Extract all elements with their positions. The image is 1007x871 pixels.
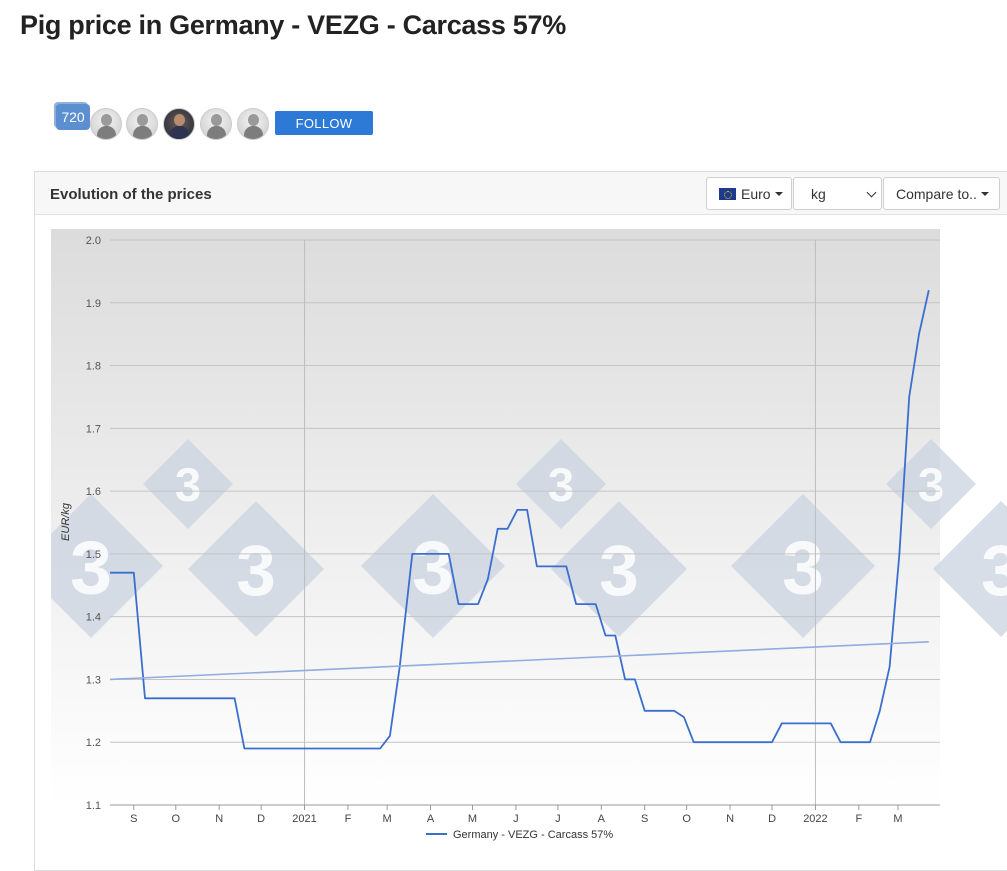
y-tick-label: 1.5 xyxy=(86,549,101,561)
x-tick-label: A xyxy=(598,813,606,825)
legend[interactable]: Germany - VEZG - Carcass 57% xyxy=(426,829,613,841)
svg-text:3: 3 xyxy=(175,459,201,512)
x-tick-label: J xyxy=(513,813,519,825)
watermark-mark: 3 xyxy=(361,494,505,638)
x-tick-label: O xyxy=(172,813,181,825)
follow-button[interactable]: FOLLOW xyxy=(275,111,373,135)
x-tick-label: S xyxy=(641,813,648,825)
x-tick-label: S xyxy=(130,813,137,825)
svg-text:3: 3 xyxy=(782,526,824,610)
watermark-mark: 3 xyxy=(886,439,976,529)
x-tick-label: F xyxy=(345,813,352,825)
y-tick-label: 1.2 xyxy=(86,737,101,749)
svg-text:3: 3 xyxy=(70,526,112,610)
x-tick-label: O xyxy=(682,813,691,825)
y-tick-label: 2.0 xyxy=(86,235,101,247)
y-axis: 1.1 1.2 1.3 1.4 1.5 1.6 1.7 1.8 1.9 2.0 xyxy=(86,235,101,812)
followers-bar: 720 FOLLOW xyxy=(52,100,382,140)
followers-count-badge[interactable]: 720 xyxy=(56,104,90,130)
svg-text:3: 3 xyxy=(918,459,944,512)
watermark-mark: 3 xyxy=(516,439,606,529)
watermark-mark: 3 xyxy=(731,494,875,638)
y-tick-label: 1.8 xyxy=(86,361,101,373)
x-tick-label: 2021 xyxy=(292,813,316,825)
caret-down-icon xyxy=(980,191,989,196)
caret-down-icon xyxy=(774,191,783,196)
y-tick-label: 1.6 xyxy=(86,486,101,498)
avatar[interactable] xyxy=(126,108,158,140)
x-tick-label: M xyxy=(893,813,902,825)
unit-label: kg xyxy=(811,185,826,202)
avatar[interactable] xyxy=(200,108,232,140)
panel-title: Evolution of the prices xyxy=(50,186,212,203)
x-tick-label: A xyxy=(427,813,435,825)
x-tick-label: J xyxy=(555,813,561,825)
svg-text:3: 3 xyxy=(599,531,639,611)
avatar[interactable] xyxy=(163,108,195,140)
y-tick-label: 1.3 xyxy=(86,674,101,686)
avatar[interactable] xyxy=(237,108,269,140)
y-tick-label: 1.1 xyxy=(86,800,101,812)
eu-flag-icon xyxy=(719,187,736,200)
chevron-down-icon xyxy=(866,187,877,198)
x-axis: S O N D 2021 F M A M J J A S O N D 2022 F M xyxy=(110,804,940,825)
svg-text:3: 3 xyxy=(236,531,276,611)
y-tick-label: 1.4 xyxy=(86,612,101,624)
watermark-mark: 3 xyxy=(143,439,233,529)
price-chart-svg: 333 333 333 1.11.21.31.41.51.61.71.81.92.0… xyxy=(51,229,1007,841)
x-tick-label: N xyxy=(726,813,734,825)
x-tick-label: N xyxy=(215,813,223,825)
x-tick-label: 2022 xyxy=(803,813,827,825)
avatar[interactable] xyxy=(90,108,122,140)
y-tick-label: 1.7 xyxy=(86,423,101,435)
legend-label: Germany - VEZG - Carcass 57% xyxy=(453,829,613,841)
watermark-mark: 3 xyxy=(188,501,324,637)
x-tick-label: M xyxy=(383,813,392,825)
y-tick-label: 1.9 xyxy=(86,298,101,310)
unit-select[interactable]: kg xyxy=(793,177,882,210)
trend-line[interactable] xyxy=(109,641,929,681)
x-tick-label: D xyxy=(768,813,776,825)
panel-header: Evolution of the prices Euro kg Compare … xyxy=(35,172,1007,215)
series-line[interactable] xyxy=(110,290,930,750)
y-axis-label: EUR/kg xyxy=(60,502,72,541)
x-tick-label: M xyxy=(468,813,477,825)
svg-text:3: 3 xyxy=(412,526,454,610)
compare-dropdown[interactable]: Compare to.. xyxy=(883,177,1000,210)
currency-label: Euro xyxy=(741,185,771,202)
svg-text:3: 3 xyxy=(981,531,1007,611)
watermark-mark: 3 xyxy=(933,501,1007,637)
series-group xyxy=(109,290,930,750)
watermark-mark: 3 xyxy=(51,494,163,638)
compare-label: Compare to.. xyxy=(896,185,977,202)
watermark-mark: 3 xyxy=(551,501,687,637)
page-title: Pig price in Germany - VEZG - Carcass 57… xyxy=(20,10,566,40)
svg-text:3: 3 xyxy=(548,459,574,512)
currency-dropdown[interactable]: Euro xyxy=(706,177,792,210)
x-tick-label: F xyxy=(855,813,862,825)
watermark-logo: 333 333 333 xyxy=(51,439,1007,638)
x-tick-label: D xyxy=(257,813,265,825)
